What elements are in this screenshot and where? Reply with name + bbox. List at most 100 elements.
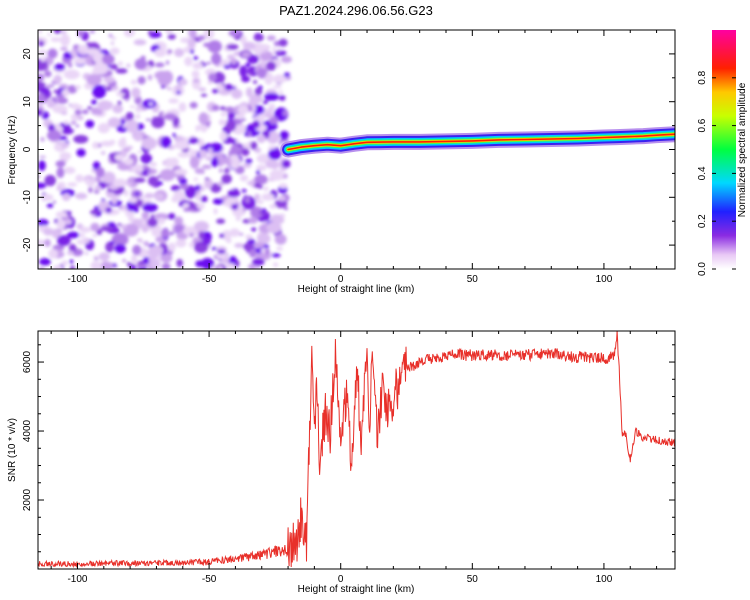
noise-blob bbox=[111, 232, 129, 247]
noise-blob bbox=[274, 199, 288, 209]
noise-blob bbox=[40, 137, 45, 142]
noise-blob bbox=[140, 240, 145, 244]
noise-blob bbox=[238, 232, 244, 236]
noise-blob bbox=[175, 84, 182, 91]
noise-blob bbox=[157, 181, 163, 186]
noise-blob bbox=[243, 132, 249, 137]
noise-blob bbox=[117, 61, 124, 67]
noise-blob bbox=[278, 38, 288, 47]
noise-blob bbox=[229, 228, 240, 237]
noise-blob bbox=[135, 107, 143, 113]
noise-blob bbox=[144, 192, 154, 199]
noise-blob bbox=[62, 193, 71, 202]
noise-blob bbox=[245, 234, 253, 240]
noise-blob bbox=[47, 48, 58, 59]
noise-blob bbox=[219, 131, 228, 142]
snr-series-line bbox=[38, 331, 675, 569]
noise-blob bbox=[164, 113, 177, 121]
noise-blob bbox=[38, 40, 45, 47]
noise-blob bbox=[189, 30, 197, 39]
noise-blob bbox=[174, 216, 184, 226]
noise-blob bbox=[196, 203, 205, 210]
noise-blob bbox=[253, 116, 260, 121]
noise-blob bbox=[220, 106, 226, 111]
noise-blob bbox=[278, 95, 286, 101]
noise-blob bbox=[160, 252, 173, 263]
spectrogram-y-axis-label: Frequency (Hz) bbox=[7, 116, 18, 185]
noise-blob bbox=[207, 147, 213, 153]
noise-blob bbox=[173, 168, 188, 176]
noise-blob bbox=[168, 98, 179, 104]
noise-blob bbox=[114, 266, 118, 269]
noise-blob bbox=[126, 31, 136, 36]
noise-blob bbox=[189, 241, 195, 248]
noise-blob bbox=[151, 116, 165, 129]
noise-blob bbox=[44, 174, 57, 187]
colorbar: 0.0 0.2 0.4 0.6 0.8 Normalized spectral ampl… bbox=[697, 30, 748, 276]
noise-blob bbox=[51, 229, 62, 239]
noise-blob bbox=[150, 214, 155, 219]
noise-blob bbox=[241, 51, 251, 58]
snr-y-tick-label: 2000 bbox=[22, 488, 33, 511]
noise-blob bbox=[97, 109, 103, 116]
spectrogram-y-tick-label: 10 bbox=[22, 96, 33, 108]
noise-blob bbox=[202, 237, 212, 246]
noise-blob bbox=[243, 162, 252, 169]
noise-blob bbox=[60, 30, 67, 35]
noise-blob bbox=[125, 210, 135, 218]
snr-y-tick-label: 6000 bbox=[22, 350, 33, 373]
noise-blob bbox=[109, 139, 116, 145]
noise-blob bbox=[193, 56, 199, 61]
noise-blob bbox=[59, 83, 69, 89]
noise-blob bbox=[38, 109, 43, 116]
noise-blob bbox=[193, 220, 210, 232]
noise-blob bbox=[232, 158, 241, 163]
noise-blob bbox=[254, 33, 262, 37]
noise-blob bbox=[92, 141, 100, 149]
noise-blob bbox=[277, 49, 281, 53]
noise-blob bbox=[170, 185, 181, 192]
noise-blob bbox=[46, 33, 52, 36]
noise-blob bbox=[234, 243, 244, 248]
noise-blob bbox=[200, 195, 208, 203]
noise-blob bbox=[174, 224, 185, 232]
noise-blob bbox=[53, 89, 61, 94]
noise-blob bbox=[269, 169, 284, 181]
noise-blob bbox=[141, 223, 149, 233]
noise-blob bbox=[235, 215, 241, 222]
noise-blob bbox=[169, 157, 179, 167]
spectrogram-x-tick-label: 50 bbox=[467, 274, 479, 285]
noise-blob bbox=[137, 237, 143, 243]
noise-blob bbox=[243, 41, 256, 51]
noise-blob bbox=[167, 33, 176, 40]
noise-blob bbox=[54, 123, 60, 128]
noise-blob bbox=[126, 182, 133, 187]
noise-blob bbox=[74, 84, 81, 90]
noise-blob bbox=[123, 93, 130, 100]
noise-blob bbox=[228, 30, 241, 37]
snr-y-tick-label: 4000 bbox=[22, 419, 33, 442]
snr-x-tick-label: -50 bbox=[202, 574, 217, 585]
noise-blob bbox=[182, 202, 190, 208]
noise-blob bbox=[204, 178, 213, 189]
noise-blob bbox=[142, 256, 150, 265]
noise-blob bbox=[232, 87, 236, 90]
noise-blob bbox=[274, 216, 285, 224]
noise-blob bbox=[120, 89, 128, 94]
ridge-core bbox=[287, 133, 675, 151]
noise-blob bbox=[251, 227, 257, 232]
noise-blob bbox=[281, 159, 291, 169]
noise-blob bbox=[241, 75, 251, 83]
noise-blob bbox=[94, 185, 102, 191]
noise-blob bbox=[122, 259, 127, 263]
noise-blob bbox=[89, 30, 95, 34]
noise-blob bbox=[119, 224, 127, 229]
snr-y-axis-label: SNR (10 * v/v) bbox=[7, 418, 18, 482]
noise-blob bbox=[174, 48, 185, 57]
noise-blob bbox=[269, 203, 277, 209]
noise-blob bbox=[225, 238, 232, 244]
noise-blob bbox=[223, 64, 231, 69]
noise-blob bbox=[110, 63, 118, 70]
noise-blob bbox=[110, 47, 120, 55]
